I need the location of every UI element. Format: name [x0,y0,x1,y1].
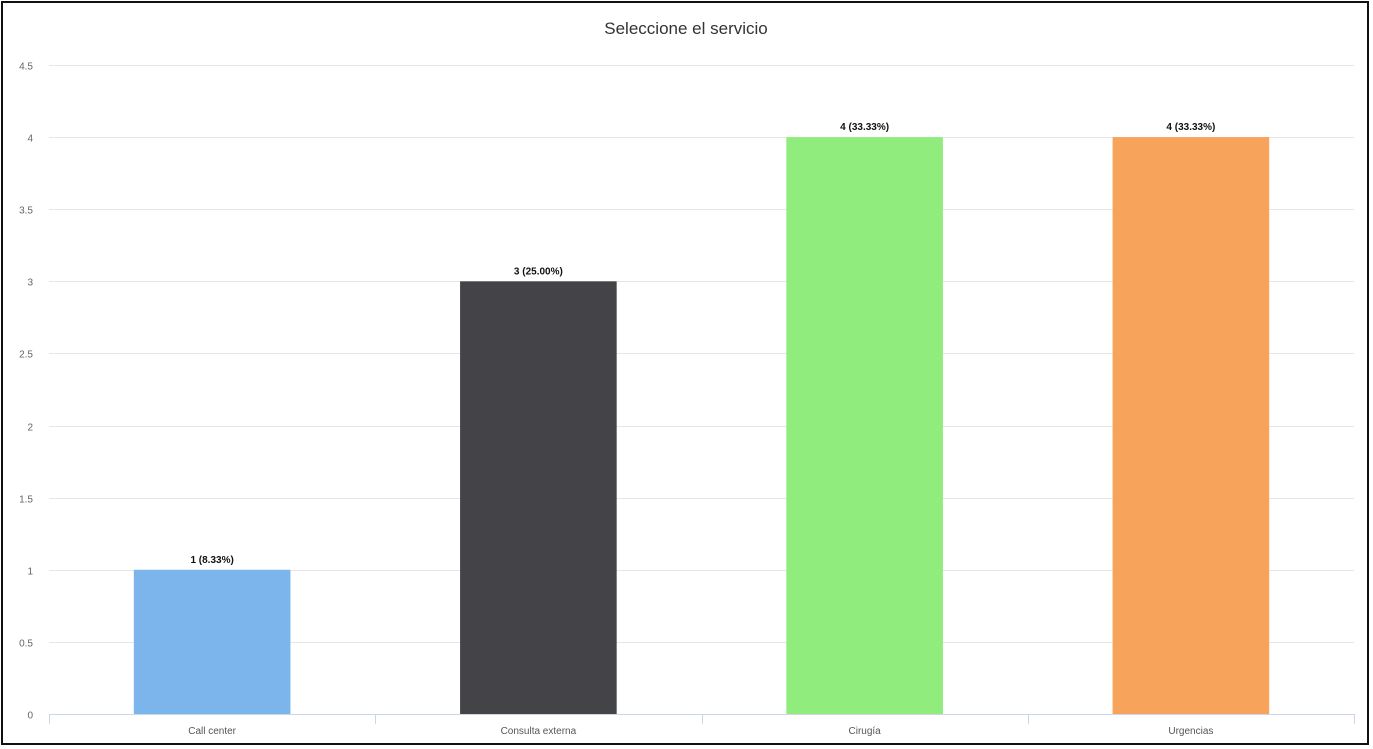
data-labels: 1 (8.33%) 3 (25.00%) 4 (33.33%) 4 (33.33%) [190,122,1215,566]
data-label: 4 (33.33%) [1166,122,1215,133]
x-tick-label: Urgencias [1168,726,1213,737]
data-label: 3 (25.00%) [514,266,563,277]
chart-title: Seleccione el servicio [604,19,767,38]
bars [133,137,1270,715]
y-tick-label: 2.5 [19,350,33,361]
bar-call-center[interactable] [133,569,291,714]
bar-chart: Seleccione el servicio 0 0.5 1 1.5 2 2.5 3 3.5 4… [19,19,1355,737]
data-label: 4 (33.33%) [840,122,889,133]
y-tick-label: 0 [27,711,33,722]
y-tick-label: 1.5 [19,495,33,506]
x-tick-label: Consulta externa [501,726,577,737]
y-tick-label: 4.5 [19,62,33,73]
y-tick-label: 2 [27,423,33,434]
x-tick-label: Call center [188,726,236,737]
y-tick-label: 1 [27,567,33,578]
data-label: 1 (8.33%) [190,555,233,566]
y-tick-label: 3.5 [19,206,33,217]
x-tick-label: Cirugía [849,726,882,737]
bar-urgencias[interactable] [1112,137,1270,715]
y-tick-label: 0.5 [19,639,33,650]
y-axis-ticks: 0 0.5 1 1.5 2 2.5 3 3.5 4 4.5 [19,62,33,722]
bar-cirug-a[interactable] [786,137,943,715]
y-tick-label: 4 [27,134,33,145]
bar-consulta-externa[interactable] [460,281,617,714]
y-tick-label: 3 [27,278,33,289]
x-axis: Call center Consulta externa Cirugía Urgenc… [49,714,1355,737]
